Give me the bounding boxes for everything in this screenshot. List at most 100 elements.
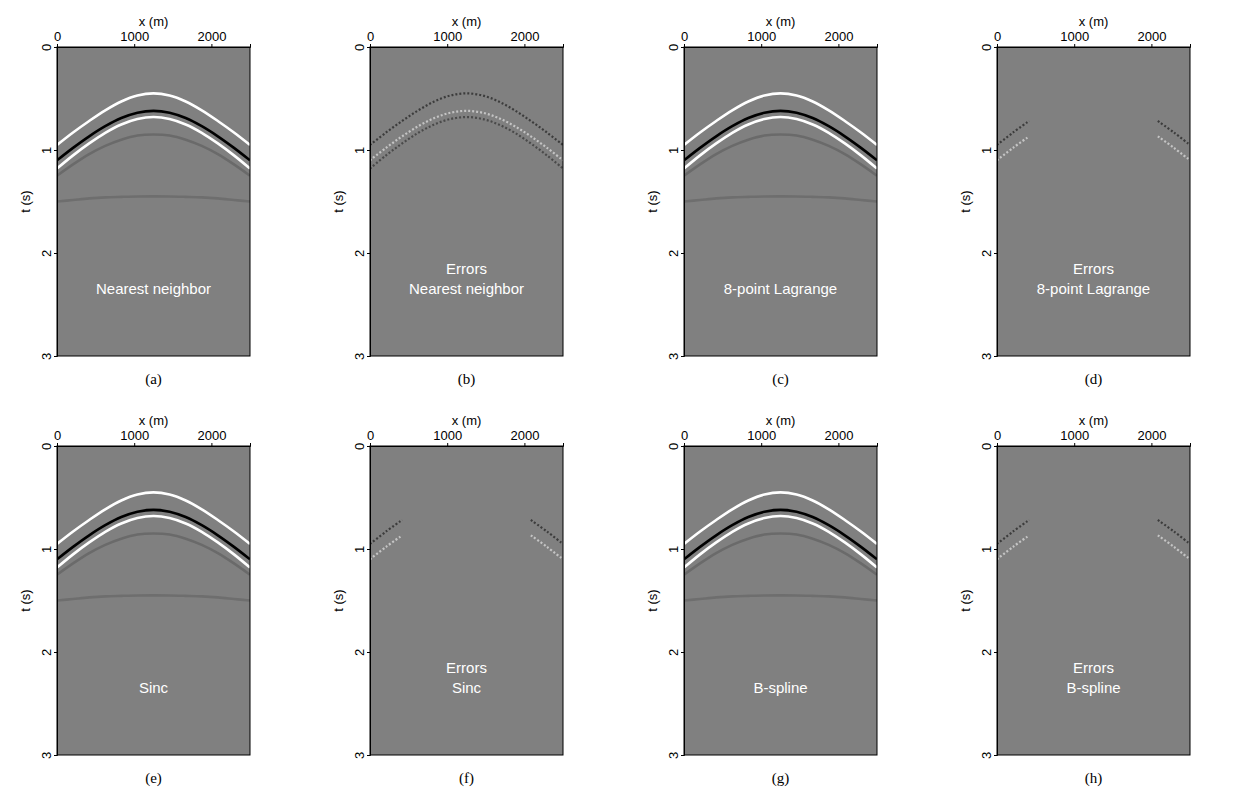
tick: 3: [352, 353, 370, 360]
tick-label: 2: [39, 250, 54, 257]
tick: 3: [666, 752, 684, 759]
tick: 2000: [824, 29, 853, 47]
tick-label: 2: [352, 250, 367, 257]
tick: 1: [666, 546, 684, 553]
event-line: [57, 196, 250, 201]
axis-title: x (m): [1079, 14, 1109, 29]
tick-mark: [54, 356, 57, 357]
tick-label: 2: [666, 250, 681, 257]
axis-title: t (s): [18, 190, 33, 212]
tick-mark: [994, 549, 997, 550]
tick-label: 2000: [510, 29, 539, 44]
tick-mark: [838, 443, 839, 446]
tick: 1: [352, 147, 370, 154]
tick-mark: [681, 755, 684, 756]
tick-label: 1000: [433, 428, 462, 443]
tick: 2: [979, 250, 997, 257]
tick-mark: [681, 652, 684, 653]
axis-line: [371, 44, 564, 48]
tick-label: 0: [979, 443, 994, 450]
tick-label: 1000: [1060, 428, 1089, 443]
plot-frame: [370, 47, 563, 356]
tick: 0: [39, 44, 57, 51]
tick-label: 0: [39, 443, 54, 450]
panel-label: Sinc: [452, 679, 482, 696]
tick-label: 2: [352, 649, 367, 656]
tick: 1: [666, 147, 684, 154]
tick-label: 0: [994, 29, 1001, 44]
event-line: [370, 520, 563, 544]
x-axis: 010002000: [367, 29, 564, 48]
tick: 0: [681, 29, 688, 47]
panel-label: B-spline: [753, 679, 807, 696]
tick: 2: [979, 649, 997, 656]
plot-frame: [684, 446, 877, 755]
x-axis: 010002000: [54, 29, 251, 48]
tick: 1000: [433, 428, 462, 446]
plot-background: [57, 47, 250, 356]
plot-background: [370, 446, 563, 755]
tick-mark: [994, 755, 997, 756]
tick: 1000: [747, 428, 776, 446]
tick: 3: [39, 752, 57, 759]
tick-label: 3: [352, 752, 367, 759]
tick-mark: [997, 443, 998, 446]
tick-mark: [134, 44, 135, 47]
panel-caption: (b): [458, 371, 476, 388]
axis-line: [371, 443, 564, 447]
tick: 3: [352, 752, 370, 759]
panel-caption: (e): [145, 770, 162, 787]
panel-caption: (f): [459, 770, 474, 787]
event-line: [57, 534, 250, 575]
tick-label: 0: [994, 428, 1001, 443]
tick: 2: [352, 250, 370, 257]
tick-mark: [681, 150, 684, 151]
panel-label: Sinc: [139, 679, 169, 696]
axis-title: t (s): [958, 190, 973, 212]
tick-label: 2: [666, 649, 681, 656]
tick-mark: [367, 356, 370, 357]
tick: 0: [979, 44, 997, 51]
y-axis: 0123: [39, 443, 58, 759]
tick-label: 3: [39, 353, 54, 360]
panel-label: B-spline: [1066, 679, 1120, 696]
tick-mark: [54, 150, 57, 151]
tick-label: 3: [666, 353, 681, 360]
event-line: [997, 535, 1190, 559]
tick-label: 3: [979, 752, 994, 759]
tick: 0: [352, 443, 370, 450]
axis-title: t (s): [18, 589, 33, 611]
tick: 2000: [510, 29, 539, 47]
axis-line: [58, 44, 251, 48]
event-line: [684, 196, 877, 201]
tick: 2000: [824, 428, 853, 446]
tick-label: 1000: [747, 428, 776, 443]
plot-frame: [57, 446, 250, 755]
panel-label: Nearest neighbor: [96, 280, 211, 297]
event-line: [684, 117, 877, 169]
axis-title: x (m): [452, 14, 482, 29]
panel-label: 8-point Lagrange: [724, 280, 837, 297]
tick-label: 0: [681, 29, 688, 44]
tick-mark: [684, 44, 685, 47]
tick-label: 2000: [824, 29, 853, 44]
tick: 2: [39, 250, 57, 257]
y-axis: 0123: [39, 44, 58, 360]
tick-label: 3: [352, 353, 367, 360]
axis-title: x (m): [766, 14, 796, 29]
tick-mark: [447, 443, 448, 446]
tick-mark: [761, 44, 762, 47]
marks: [997, 121, 1190, 160]
axis-line: [998, 443, 1191, 447]
panel-label: Errors: [446, 260, 487, 277]
tick-label: 1000: [120, 428, 149, 443]
tick-mark: [524, 443, 525, 446]
tick-label: 2000: [197, 428, 226, 443]
tick-label: 1000: [1060, 29, 1089, 44]
axis-title: t (s): [645, 190, 660, 212]
axis-line: [54, 48, 58, 357]
plot-frame: [57, 47, 250, 356]
tick-label: 0: [367, 428, 374, 443]
axis-line: [681, 48, 685, 357]
panel: 0100020000123x (m)t (s)ErrorsB-spline(h): [958, 413, 1191, 787]
